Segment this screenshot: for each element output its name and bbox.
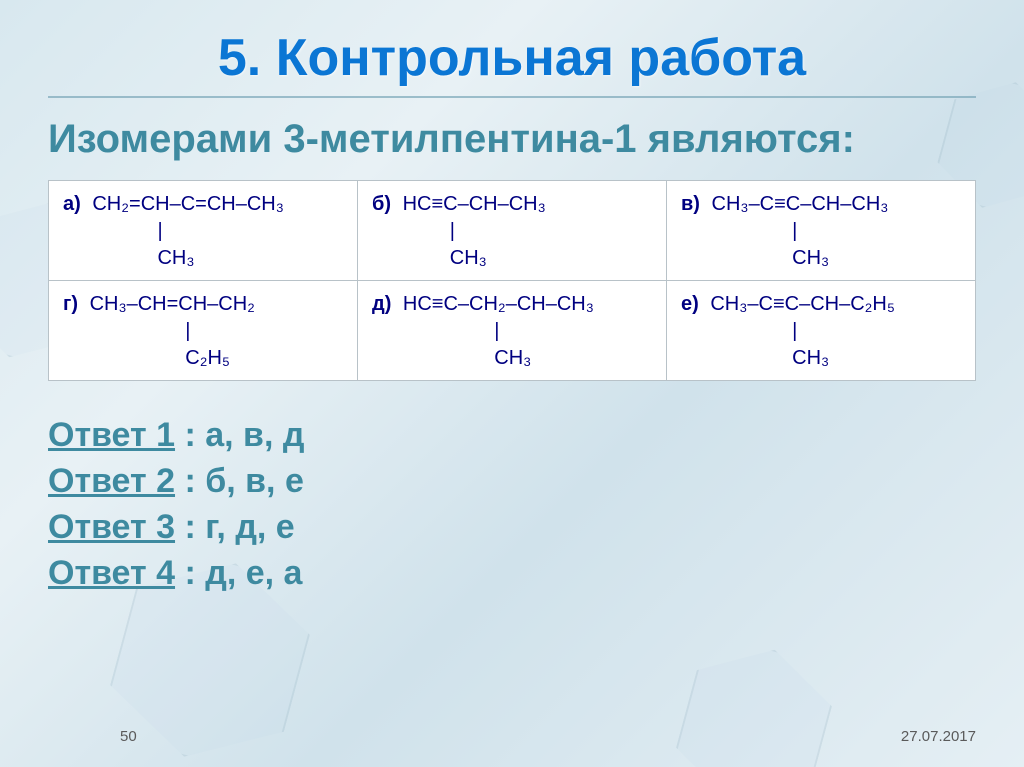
answer-value: : г, д, е <box>184 508 294 546</box>
page-number: 50 <box>120 728 137 745</box>
option-branch-bar: | <box>372 218 652 245</box>
question-text: Изомерами 3-метилпентина-1 являются: <box>48 116 976 162</box>
option-branch: CH₃ <box>372 345 652 372</box>
answer-label: Ответ 1 <box>48 416 175 454</box>
option-branch: CH₃ <box>372 245 652 272</box>
option-branch-bar: | <box>63 318 343 345</box>
answer-line: Ответ 3 : г, д, е <box>48 505 976 551</box>
table-row: г) CH₃–CH=CH–CH₂ | C₂H₅ д) HC≡C–CH₂–CH–C… <box>49 281 976 381</box>
table-row: а) CH₂=CH–C=CH–CH₃ | CH₃ б) HC≡C–CH–CH₃ … <box>49 181 976 281</box>
option-label: а) <box>63 193 81 215</box>
answer-label: Ответ 4 <box>48 554 175 592</box>
option-label: д) <box>372 293 391 315</box>
slide: 5. Контрольная работа Изомерами 3-метилп… <box>0 0 1024 767</box>
option-label: в) <box>681 193 700 215</box>
footer-date: 27.07.2017 <box>901 728 976 745</box>
option-formula: CH₃–CH=CH–CH₂ <box>90 293 255 315</box>
option-branch-bar: | <box>681 218 961 245</box>
title-rule <box>48 96 976 98</box>
answer-value: : б, в, е <box>184 462 303 500</box>
option-branch-bar: | <box>63 218 343 245</box>
option-formula: CH₂=CH–C=CH–CH₃ <box>92 193 284 215</box>
option-branch: C₂H₅ <box>63 345 343 372</box>
answer-line: Ответ 4 : д, е, а <box>48 551 976 597</box>
option-formula: HC≡C–CH₂–CH–CH₃ <box>403 293 594 315</box>
options-table: а) CH₂=CH–C=CH–CH₃ | CH₃ б) HC≡C–CH–CH₃ … <box>48 180 976 381</box>
option-d: д) HC≡C–CH₂–CH–CH₃ | CH₃ <box>358 281 667 381</box>
answer-value: : д, е, а <box>184 554 302 592</box>
option-a: а) CH₂=CH–C=CH–CH₃ | CH₃ <box>49 181 358 281</box>
slide-title: 5. Контрольная работа <box>48 28 976 88</box>
option-branch-bar: | <box>681 318 961 345</box>
answer-line: Ответ 1 : а, в, д <box>48 413 976 459</box>
option-formula: CH₃–C≡C–CH–CH₃ <box>712 193 889 215</box>
option-formula: HC≡C–CH–CH₃ <box>403 193 546 215</box>
option-branch: CH₃ <box>681 345 961 372</box>
option-label: б) <box>372 193 391 215</box>
option-formula: CH₃–C≡C–CH–C₂H₅ <box>710 293 895 315</box>
option-v: в) CH₃–C≡C–CH–CH₃ | CH₃ <box>667 181 976 281</box>
answer-line: Ответ 2 : б, в, е <box>48 459 976 505</box>
answers-block: Ответ 1 : а, в, д Ответ 2 : б, в, е Отве… <box>48 413 976 597</box>
answer-value: : а, в, д <box>184 416 304 454</box>
option-b: б) HC≡C–CH–CH₃ | CH₃ <box>358 181 667 281</box>
option-label: е) <box>681 293 699 315</box>
answer-label: Ответ 2 <box>48 462 175 500</box>
option-e: е) CH₃–C≡C–CH–C₂H₅ | CH₃ <box>667 281 976 381</box>
option-g: г) CH₃–CH=CH–CH₂ | C₂H₅ <box>49 281 358 381</box>
answer-label: Ответ 3 <box>48 508 175 546</box>
option-branch: CH₃ <box>681 245 961 272</box>
option-label: г) <box>63 293 78 315</box>
option-branch-bar: | <box>372 318 652 345</box>
option-branch: CH₃ <box>63 245 343 272</box>
